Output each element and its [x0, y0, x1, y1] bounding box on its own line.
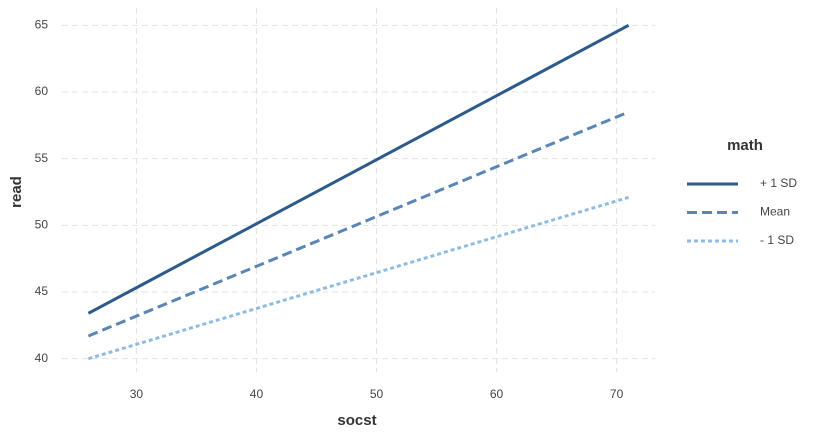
series-line [87, 195, 630, 361]
legend-label: Mean [760, 205, 790, 219]
x-tick-label: 70 [610, 387, 624, 401]
y-tick-label: 65 [35, 18, 49, 32]
x-tick-label: 60 [490, 387, 504, 401]
y-tick-label: 50 [35, 218, 49, 232]
y-tick-label: 60 [35, 84, 49, 98]
series-line [87, 24, 630, 315]
y-tick-label: 55 [35, 151, 49, 165]
x-tick-label: 40 [250, 387, 264, 401]
y-tick-label: 40 [35, 351, 49, 365]
x-tick-label: 30 [130, 387, 144, 401]
y-axis-title: read [8, 176, 25, 208]
x-tick-label: 50 [370, 387, 384, 401]
legend-title: math [727, 137, 763, 154]
legend-label: + 1 SD [760, 176, 797, 190]
legend-label: - 1 SD [760, 233, 794, 247]
x-axis-title: socst [337, 412, 376, 429]
y-tick-label: 45 [35, 284, 49, 298]
series-line [87, 110, 630, 338]
